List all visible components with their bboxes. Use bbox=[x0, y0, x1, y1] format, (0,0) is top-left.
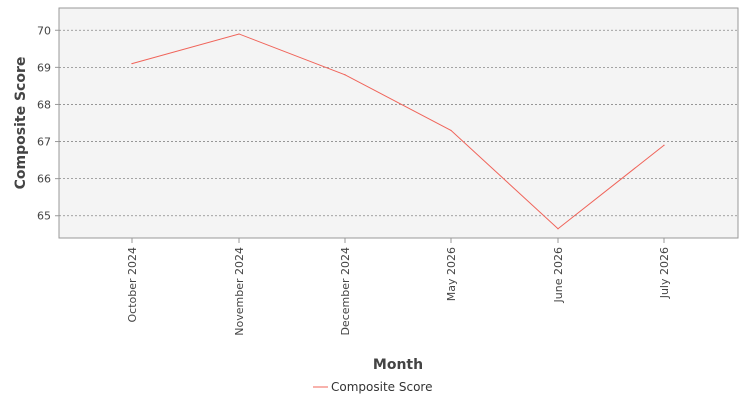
x-tick-label: December 2024 bbox=[339, 247, 352, 336]
x-axis-ticks: October 2024 November 2024 December 2024 Ma… bbox=[126, 238, 671, 336]
series-layer bbox=[131, 33, 665, 230]
data-point bbox=[344, 74, 346, 76]
data-point bbox=[238, 33, 240, 35]
legend-label: Composite Score bbox=[331, 380, 432, 394]
series-line bbox=[131, 33, 665, 230]
x-tick-label: June 2026 bbox=[552, 247, 565, 303]
plot-area bbox=[58, 7, 739, 239]
y-tick-label: 69 bbox=[37, 61, 51, 74]
y-axis-ticks: 65 66 67 68 69 70 bbox=[37, 24, 59, 223]
x-tick-label: November 2024 bbox=[233, 247, 246, 336]
data-point bbox=[450, 129, 452, 132]
y-tick-label: 67 bbox=[37, 136, 51, 149]
grid-lines bbox=[59, 29, 738, 217]
x-tick-label: October 2024 bbox=[126, 247, 139, 323]
y-tick-label: 66 bbox=[37, 173, 51, 186]
data-point bbox=[663, 144, 665, 146]
y-tick-label: 65 bbox=[37, 210, 51, 223]
y-tick-label: 70 bbox=[37, 24, 51, 37]
legend: Composite Score bbox=[313, 380, 432, 394]
data-point bbox=[557, 228, 559, 230]
y-tick-label: 68 bbox=[37, 98, 51, 111]
data-point bbox=[131, 63, 133, 65]
x-tick-label: July 2026 bbox=[658, 247, 671, 299]
x-axis-title: Month bbox=[373, 357, 423, 373]
x-tick-label: May 2026 bbox=[445, 247, 458, 301]
y-axis-title: Composite Score bbox=[13, 57, 29, 190]
